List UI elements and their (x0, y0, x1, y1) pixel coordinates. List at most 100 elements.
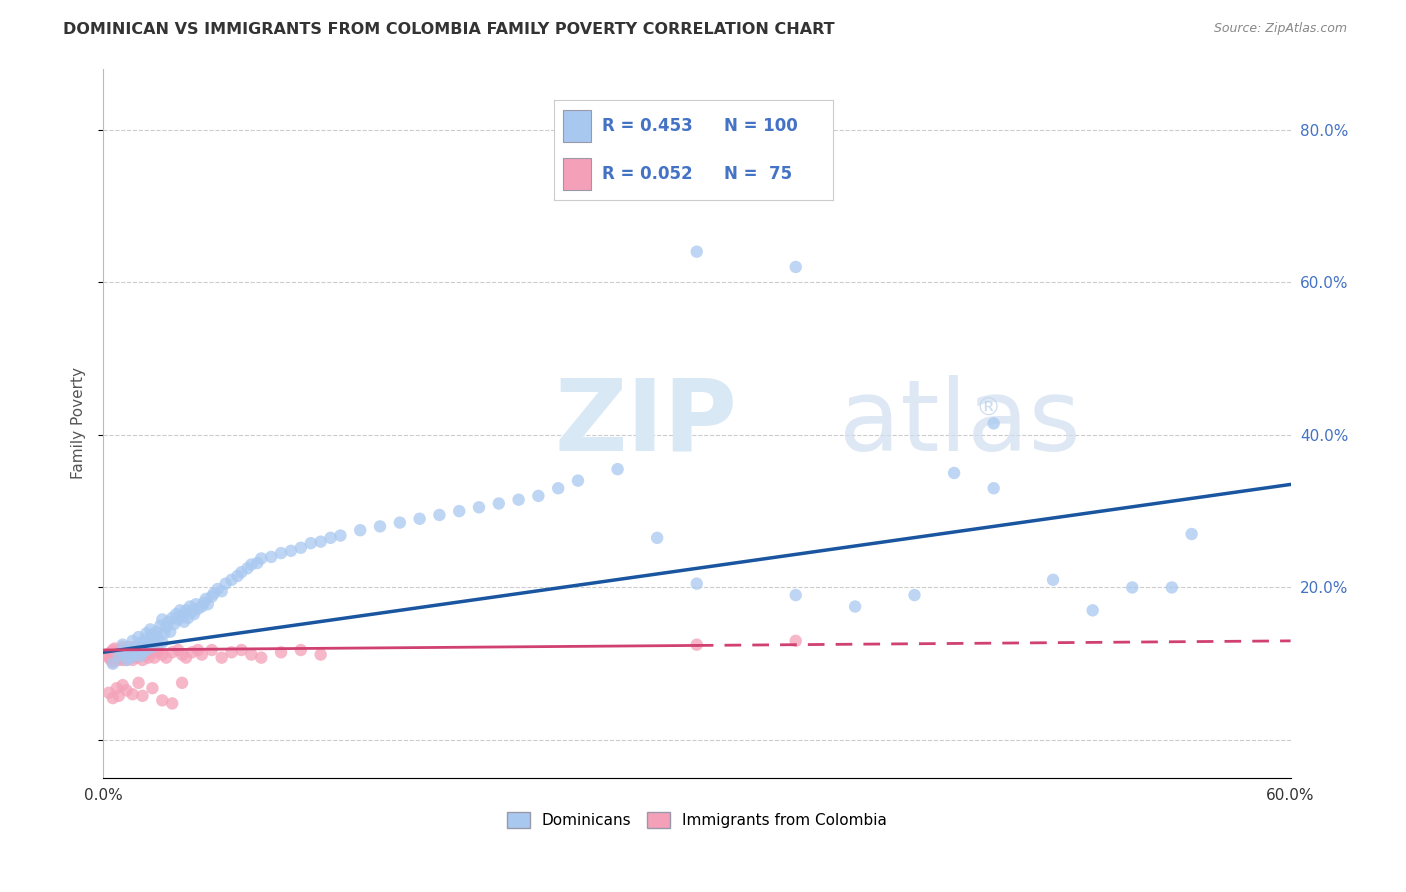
Point (121, 643, 143, 657)
Point (104, 641, 127, 656)
Point (191, 599, 214, 614)
Point (250, 650, 273, 665)
Point (111, 648, 134, 662)
Point (280, 544, 302, 558)
Point (115, 643, 138, 657)
Point (221, 645, 243, 659)
Point (121, 687, 143, 701)
Point (903, 588, 925, 602)
Point (115, 653, 138, 667)
Point (181, 605, 204, 619)
Point (115, 653, 138, 667)
Point (165, 607, 187, 622)
Point (129, 649, 152, 664)
Point (128, 645, 150, 659)
Point (197, 597, 219, 611)
Point (155, 650, 177, 665)
Point (181, 645, 204, 659)
Point (135, 626, 157, 640)
Point (160, 697, 183, 711)
Point (115, 683, 138, 698)
Point (138, 650, 160, 665)
Point (388, 516, 411, 530)
Point (172, 648, 194, 662)
Point (150, 635, 173, 649)
Point (111, 645, 134, 659)
Point (107, 653, 129, 667)
Point (101, 691, 124, 706)
Point (150, 693, 173, 707)
Point (645, 531, 668, 545)
Point (111, 678, 134, 692)
Point (110, 643, 132, 657)
Point (231, 643, 253, 657)
Point (193, 596, 215, 610)
Text: ®: ® (976, 397, 1001, 421)
Point (128, 640, 150, 654)
Point (157, 615, 180, 629)
Point (184, 597, 207, 611)
Point (785, 633, 807, 648)
Point (104, 649, 127, 664)
Point (139, 623, 162, 637)
Point (149, 618, 172, 632)
Point (194, 591, 217, 606)
Point (260, 549, 283, 564)
Point (131, 648, 153, 662)
Point (107, 689, 129, 703)
Point (1121, 581, 1143, 595)
Point (686, 638, 709, 652)
Point (159, 624, 181, 639)
Point (309, 534, 332, 549)
Point (139, 635, 162, 649)
Point (145, 624, 167, 639)
Point (167, 612, 190, 626)
Point (121, 645, 143, 659)
Point (150, 612, 173, 626)
Point (114, 645, 136, 659)
Point (686, 244, 709, 259)
Point (128, 630, 150, 644)
Point (174, 650, 197, 665)
Point (169, 603, 191, 617)
Point (150, 648, 173, 662)
Point (148, 630, 170, 644)
Point (187, 602, 209, 616)
Point (172, 676, 194, 690)
Point (138, 638, 160, 652)
Point (211, 584, 233, 599)
Point (117, 640, 139, 654)
Point (100, 653, 122, 667)
Point (110, 650, 132, 665)
Point (101, 657, 124, 671)
Point (527, 489, 550, 503)
Text: DOMINICAN VS IMMIGRANTS FROM COLOMBIA FAMILY POVERTY CORRELATION CHART: DOMINICAN VS IMMIGRANTS FROM COLOMBIA FA… (63, 22, 835, 37)
Point (270, 645, 292, 659)
Point (214, 576, 236, 591)
Point (117, 641, 139, 656)
Point (155, 620, 177, 634)
Point (844, 599, 866, 614)
Point (120, 645, 142, 659)
Point (250, 551, 273, 566)
Point (135, 648, 157, 662)
Point (567, 474, 589, 488)
Point (107, 649, 129, 664)
Point (153, 626, 176, 640)
Point (299, 536, 322, 550)
Point (207, 582, 229, 596)
Point (101, 655, 124, 669)
Point (148, 643, 170, 657)
Point (121, 653, 143, 667)
Point (547, 481, 569, 495)
Point (983, 417, 1005, 431)
Point (139, 645, 162, 659)
Point (105, 645, 128, 659)
Point (143, 650, 166, 665)
Point (101, 643, 124, 657)
Point (329, 528, 352, 542)
Point (125, 643, 148, 657)
Point (97, 650, 120, 665)
Point (134, 632, 156, 647)
Point (111, 640, 134, 654)
